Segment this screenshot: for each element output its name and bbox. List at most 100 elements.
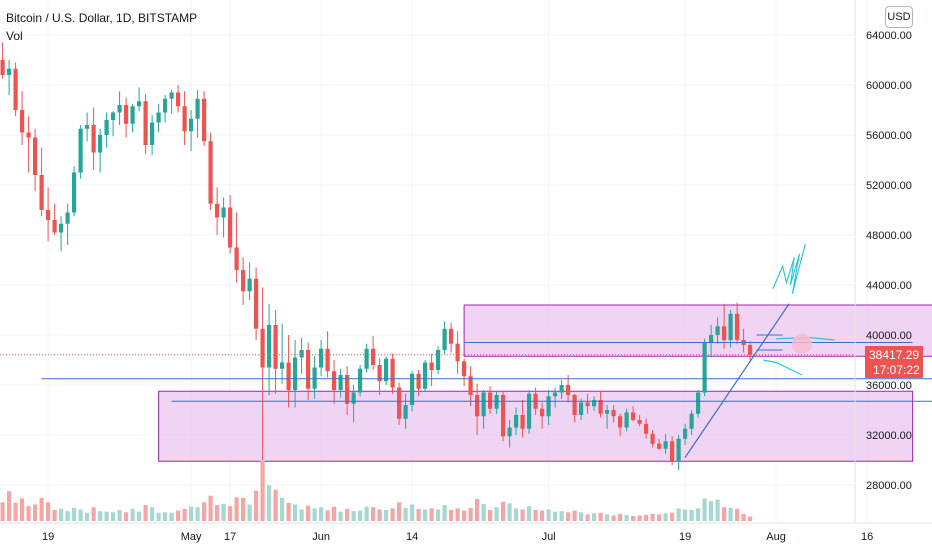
candle-36: [234, 212, 239, 283]
candle-body-85: [553, 392, 558, 397]
volume-bar-107: [696, 508, 701, 521]
price-tick-label-5: 44000.00: [866, 280, 912, 292]
volume-bar-87: [566, 512, 571, 521]
candle-body-64: [416, 373, 421, 389]
volume-bar-4: [26, 506, 31, 521]
candle-body-31: [202, 98, 207, 142]
candle-body-37: [241, 270, 246, 292]
volume-bar-95: [618, 513, 623, 521]
trend-line[interactable]: [684, 303, 790, 458]
candle-body-107: [696, 392, 701, 414]
candle-body-34: [221, 207, 226, 218]
volume-bar-98: [637, 515, 642, 521]
volume-bar-56: [364, 506, 369, 521]
volume-bar-91: [592, 513, 597, 521]
highlight-dot[interactable]: [792, 333, 813, 354]
volume-bar-97: [631, 516, 636, 521]
symbol-title[interactable]: Bitcoin / U.S. Dollar, 1D, BITSTAMP: [6, 11, 198, 25]
candle-95: [618, 413, 623, 437]
candle-body-4: [26, 132, 31, 138]
candle-48: [312, 356, 317, 399]
zone-rect-0[interactable]: [463, 304, 932, 357]
candle-86: [559, 380, 564, 399]
candle-83: [540, 402, 545, 429]
volume-bar-8: [52, 510, 57, 521]
candle-4: [26, 116, 31, 173]
volume-bar-57: [371, 507, 376, 521]
volume-bar-16: [104, 511, 109, 521]
candle-body-47: [306, 350, 311, 389]
volume-bar-82: [533, 510, 538, 521]
candle-body-7: [46, 210, 51, 220]
volume-bar-10: [65, 511, 70, 521]
volume-bar-38: [247, 504, 252, 521]
freehand-scribble-up[interactable]: [772, 243, 806, 294]
time-tick-label-0: 19: [42, 531, 54, 543]
candle-17: [111, 111, 116, 137]
candle-44: [286, 335, 291, 408]
candle-body-74: [481, 392, 486, 417]
volume-bar-101: [657, 514, 662, 521]
annotation-drawings[interactable]: [0, 243, 855, 458]
candle-56: [364, 343, 369, 373]
candle-0: [0, 42, 5, 79]
freehand-line-lower[interactable]: [762, 359, 803, 376]
time-tick-label-6: 19: [679, 531, 691, 543]
candle-109: [709, 325, 714, 358]
candle-body-42: [273, 325, 278, 369]
candle-53: [345, 366, 350, 415]
candle-body-35: [228, 207, 233, 248]
candle-38: [247, 262, 252, 300]
candle-89: [579, 398, 584, 420]
volume-bar-22: [143, 505, 148, 521]
candle-body-49: [319, 348, 324, 368]
volume-indicator-label[interactable]: Vol: [6, 29, 23, 43]
candle-body-101: [657, 443, 662, 449]
candle-body-73: [475, 395, 480, 417]
candle-body-78: [507, 427, 512, 437]
candle-81: [527, 390, 532, 434]
volume-bar-24: [156, 512, 161, 521]
candle-91: [592, 396, 597, 412]
candle-46: [299, 337, 304, 374]
candle-body-17: [111, 112, 116, 120]
price-tick-label-9: 28000.00: [866, 480, 912, 492]
volume-bar-104: [676, 508, 681, 521]
candle-73: [475, 383, 480, 435]
candle-74: [481, 390, 486, 429]
currency-button[interactable]: USD: [885, 6, 913, 28]
volume-bar-36: [234, 497, 239, 521]
candle-59: [384, 356, 389, 385]
time-axis[interactable]: 19 May 17 Jun 14 Jul 19 Aug 16: [42, 531, 873, 543]
horizontal-lines[interactable]: [41, 334, 932, 402]
candle-body-0: [0, 60, 5, 75]
volume-bar-111: [722, 507, 727, 521]
time-tick-label-3: Jun: [312, 531, 330, 543]
volume-bar-92: [598, 512, 603, 521]
candle-37: [241, 257, 246, 305]
candle-body-48: [312, 367, 317, 389]
volume-bar-96: [624, 514, 629, 521]
candle-body-32: [208, 141, 213, 204]
candle-body-23: [150, 122, 155, 145]
candle-body-108: [702, 342, 707, 393]
candle-body-71: [462, 361, 467, 377]
volume-bar-110: [715, 499, 720, 521]
candle-body-112: [728, 313, 733, 340]
volume-bar-79: [514, 508, 519, 521]
volume-bar-13: [85, 512, 90, 521]
candle-115: [748, 341, 753, 363]
candle-body-89: [579, 402, 584, 415]
volume-bar-44: [286, 502, 291, 521]
candle-body-92: [598, 400, 603, 414]
candle-body-55: [358, 368, 363, 393]
volume-bar-74: [481, 503, 486, 521]
candle-body-100: [650, 433, 655, 444]
volume-bar-28: [182, 508, 187, 521]
volume-bar-71: [462, 510, 467, 521]
candle-65: [423, 360, 428, 392]
candle-104: [676, 435, 681, 470]
candle-49: [319, 340, 324, 377]
price-axis[interactable]: 64000.00 60000.00 56000.00 52000.00 48000.00…: [866, 30, 912, 492]
